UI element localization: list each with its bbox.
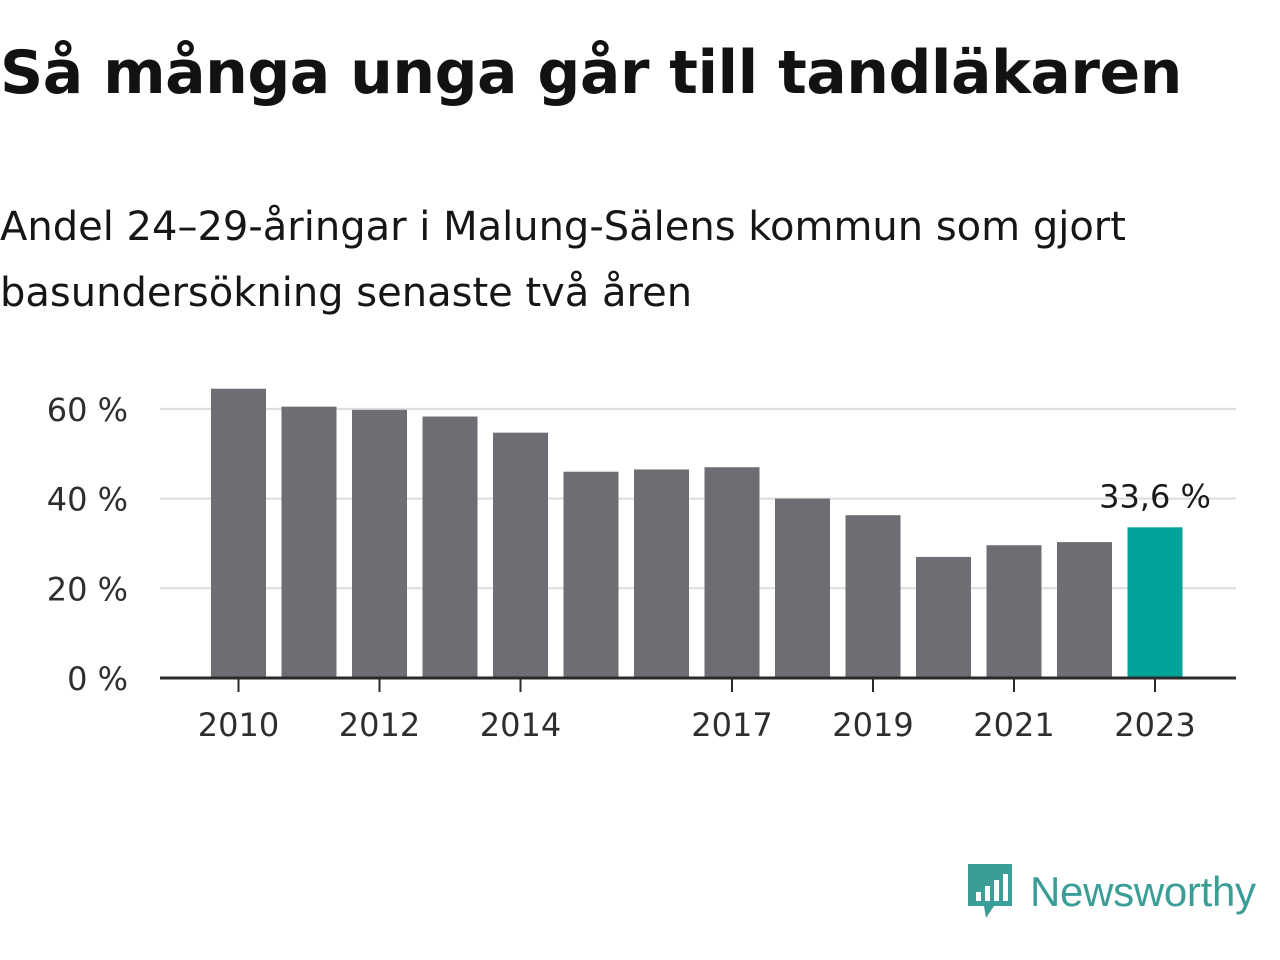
x-tick-label: 2012: [339, 706, 420, 744]
data-label: 33,6 %: [1099, 477, 1211, 515]
x-tick-label: 2017: [691, 706, 772, 744]
bar: [704, 467, 760, 678]
bar: [634, 469, 689, 678]
y-tick-label: 40 %: [47, 481, 128, 519]
gridlines: [160, 407, 1236, 590]
x-tick-label: 2019: [832, 706, 913, 744]
x-tick-label: 2023: [1114, 706, 1195, 744]
bars: [211, 388, 1183, 678]
bar: [422, 416, 478, 678]
bar: [916, 556, 971, 678]
bar: [493, 432, 548, 678]
chart-title: Så många unga går till tandläkaren: [0, 38, 1182, 108]
bar-chart: 0 % 20 % 40 % 60 % 33,6 % 2010 2012 2014 2017 201…: [47, 388, 1236, 744]
y-tick-label: 60 %: [47, 391, 128, 429]
bar: [563, 471, 619, 678]
bar: [775, 498, 830, 678]
axes: [160, 676, 1236, 692]
brand-name: Newsworthy: [1030, 868, 1256, 915]
bar: [1127, 527, 1183, 678]
x-tick-label: 2021: [973, 706, 1054, 744]
x-tick-label: 2014: [480, 706, 561, 744]
bar: [211, 388, 266, 678]
labels: 0 % 20 % 40 % 60 % 33,6 % 2010 2012 2014 2017 201…: [47, 391, 1211, 744]
bar: [986, 545, 1042, 678]
x-tick-label: 2010: [198, 706, 279, 744]
y-tick-label: 20 %: [47, 570, 128, 608]
chart-subtitle: Andel 24–29-åringar i Malung-Sälens komm…: [0, 204, 1126, 316]
bar: [1057, 542, 1112, 678]
newsworthy-logo-icon: [968, 864, 1012, 918]
brand-logo: Newsworthy: [964, 862, 1256, 922]
bar: [845, 515, 901, 678]
y-tick-label: 0 %: [67, 660, 128, 698]
bar: [352, 409, 407, 678]
bar: [281, 406, 337, 678]
